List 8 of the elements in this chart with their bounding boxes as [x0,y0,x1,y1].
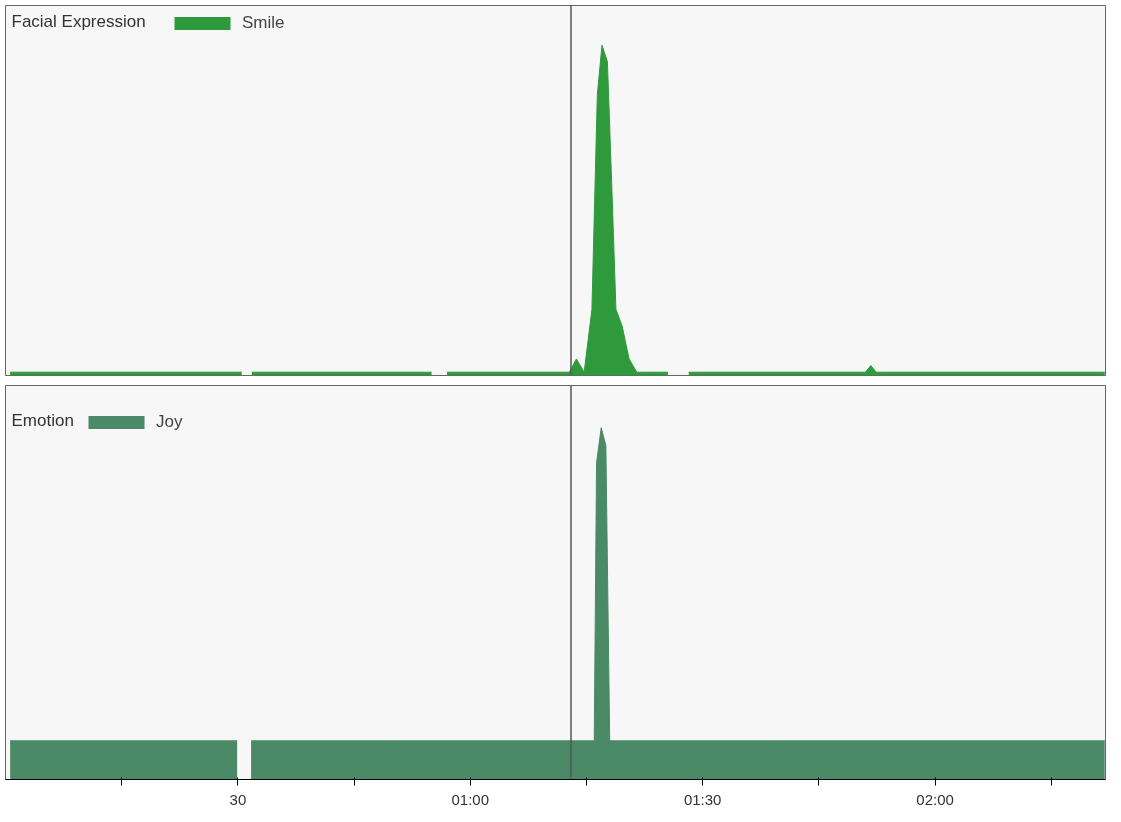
legend-label: Joy [156,412,183,432]
x-tick-label: 01:30 [683,790,722,808]
x-tick-label: 30 [229,790,247,808]
chart-title: Facial Expression [11,11,146,31]
chart-title: Emotion [11,410,74,430]
x-tick-label: 01:00 [451,790,490,808]
x-tick-label: 02:00 [916,790,954,808]
legend-label: Smile [242,13,285,33]
